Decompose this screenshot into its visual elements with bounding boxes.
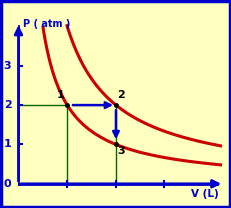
Text: P ( atm ): P ( atm ) <box>23 19 70 29</box>
Text: 3: 3 <box>4 61 11 71</box>
Text: 2: 2 <box>4 100 11 110</box>
Text: 3: 3 <box>117 146 125 156</box>
Text: 1: 1 <box>4 139 11 150</box>
Text: 0: 0 <box>4 179 11 189</box>
Text: V (L): V (L) <box>191 189 219 199</box>
Text: 1: 1 <box>57 90 65 100</box>
Text: 2: 2 <box>117 90 125 100</box>
